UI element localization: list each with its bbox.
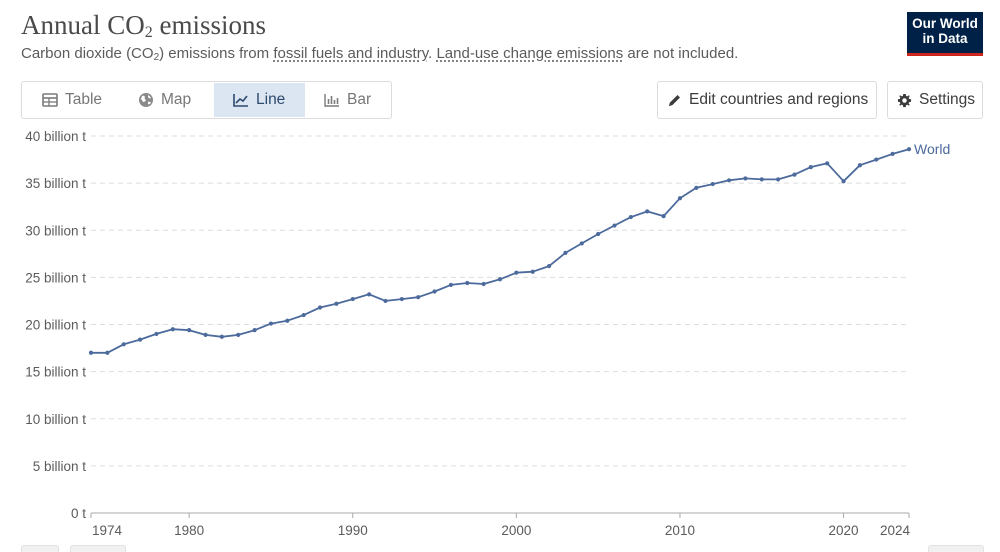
timeline-control[interactable] — [70, 545, 126, 552]
line-chart-icon — [233, 94, 248, 107]
y-tick-label: 35 billion t — [25, 176, 86, 191]
data-point[interactable] — [465, 280, 470, 286]
download-control[interactable] — [928, 545, 984, 552]
globe-icon — [139, 93, 153, 107]
land-use-link[interactable]: Land-use change emissions — [436, 45, 624, 62]
series-label-world[interactable]: World — [914, 141, 950, 157]
y-tick-label: 15 billion t — [25, 365, 86, 380]
data-point[interactable] — [628, 214, 633, 220]
y-tick-label: 0 t — [71, 506, 86, 521]
settings-button[interactable]: Settings — [887, 81, 983, 119]
y-tick-label: 40 billion t — [25, 129, 86, 144]
tab-map[interactable]: Map — [119, 83, 214, 117]
data-point[interactable] — [677, 196, 683, 201]
data-point[interactable] — [88, 350, 94, 355]
data-point[interactable] — [808, 165, 813, 170]
data-point[interactable] — [890, 151, 895, 157]
data-point[interactable] — [481, 281, 486, 287]
bar-chart-icon — [324, 94, 339, 107]
data-point[interactable] — [285, 318, 290, 323]
x-tick-label: 2000 — [501, 523, 531, 538]
y-tick-label: 20 billion t — [25, 318, 86, 333]
gear-icon — [897, 93, 912, 107]
y-tick-label: 10 billion t — [25, 412, 86, 427]
data-point[interactable] — [563, 250, 568, 255]
data-point[interactable] — [514, 270, 519, 275]
play-control[interactable] — [21, 545, 59, 552]
data-point[interactable] — [546, 263, 552, 269]
data-point[interactable] — [792, 172, 797, 177]
x-tick-label: 1990 — [338, 523, 368, 538]
data-point[interactable] — [187, 328, 192, 333]
chart-title: Annual CO2 emissions — [21, 10, 267, 41]
series-line-world[interactable] — [91, 148, 910, 354]
data-point[interactable] — [236, 332, 241, 337]
fossil-fuels-link[interactable]: fossil fuels and industry — [273, 45, 429, 62]
data-point[interactable] — [399, 296, 404, 302]
table-icon — [42, 93, 58, 107]
data-point[interactable] — [137, 337, 143, 342]
data-point[interactable] — [596, 231, 601, 237]
tab-table[interactable]: Table — [23, 83, 119, 117]
data-point[interactable] — [759, 177, 764, 182]
data-point[interactable] — [154, 331, 159, 337]
data-point[interactable] — [661, 214, 666, 219]
edit-countries-button[interactable]: Edit countries and regions — [657, 81, 877, 119]
data-point[interactable] — [776, 177, 781, 182]
data-point[interactable] — [612, 223, 617, 228]
data-point[interactable] — [448, 282, 454, 288]
data-point[interactable] — [579, 241, 584, 246]
data-point[interactable] — [874, 157, 879, 162]
y-tick-label: 30 billion t — [25, 223, 86, 238]
data-point[interactable] — [726, 178, 732, 183]
data-point[interactable] — [710, 181, 715, 187]
data-point[interactable] — [350, 296, 355, 302]
data-point[interactable] — [825, 161, 830, 166]
data-point[interactable] — [268, 321, 274, 326]
data-point[interactable] — [694, 185, 699, 190]
x-tick-label: 2024 — [880, 523, 911, 538]
data-point[interactable] — [105, 350, 110, 355]
y-tick-label: 25 billion t — [25, 270, 86, 285]
data-point[interactable] — [121, 342, 126, 347]
data-point[interactable] — [334, 301, 339, 306]
x-tick-label: 1980 — [174, 523, 204, 538]
data-point[interactable] — [219, 334, 224, 339]
data-point[interactable] — [743, 176, 748, 181]
x-tick-label: 1974 — [92, 523, 123, 538]
data-point[interactable] — [367, 292, 372, 297]
tab-bar[interactable]: Bar — [305, 83, 391, 117]
data-point[interactable] — [432, 289, 437, 294]
chart-type-tabs: Table Map Line Bar — [21, 81, 392, 119]
data-point[interactable] — [857, 163, 863, 168]
data-point[interactable] — [383, 298, 388, 304]
data-point[interactable] — [170, 327, 175, 332]
x-tick-label: 2020 — [829, 523, 859, 538]
data-point[interactable] — [906, 147, 912, 152]
y-tick-label: 5 billion t — [33, 459, 87, 474]
x-tick-label: 2010 — [665, 523, 695, 538]
data-point[interactable] — [530, 269, 535, 274]
data-point[interactable] — [841, 179, 846, 184]
data-point[interactable] — [252, 328, 257, 333]
chart-subtitle: Carbon dioxide (CO2) emissions from foss… — [21, 45, 739, 63]
pencil-icon — [669, 94, 680, 106]
data-point[interactable] — [416, 295, 421, 300]
data-point[interactable] — [203, 332, 208, 337]
owid-logo[interactable]: Our World in Data — [907, 12, 983, 56]
data-point[interactable] — [317, 305, 323, 310]
tab-line[interactable]: Line — [214, 83, 305, 117]
data-point[interactable] — [645, 209, 650, 214]
data-point[interactable] — [497, 277, 503, 282]
data-point[interactable] — [301, 312, 306, 318]
